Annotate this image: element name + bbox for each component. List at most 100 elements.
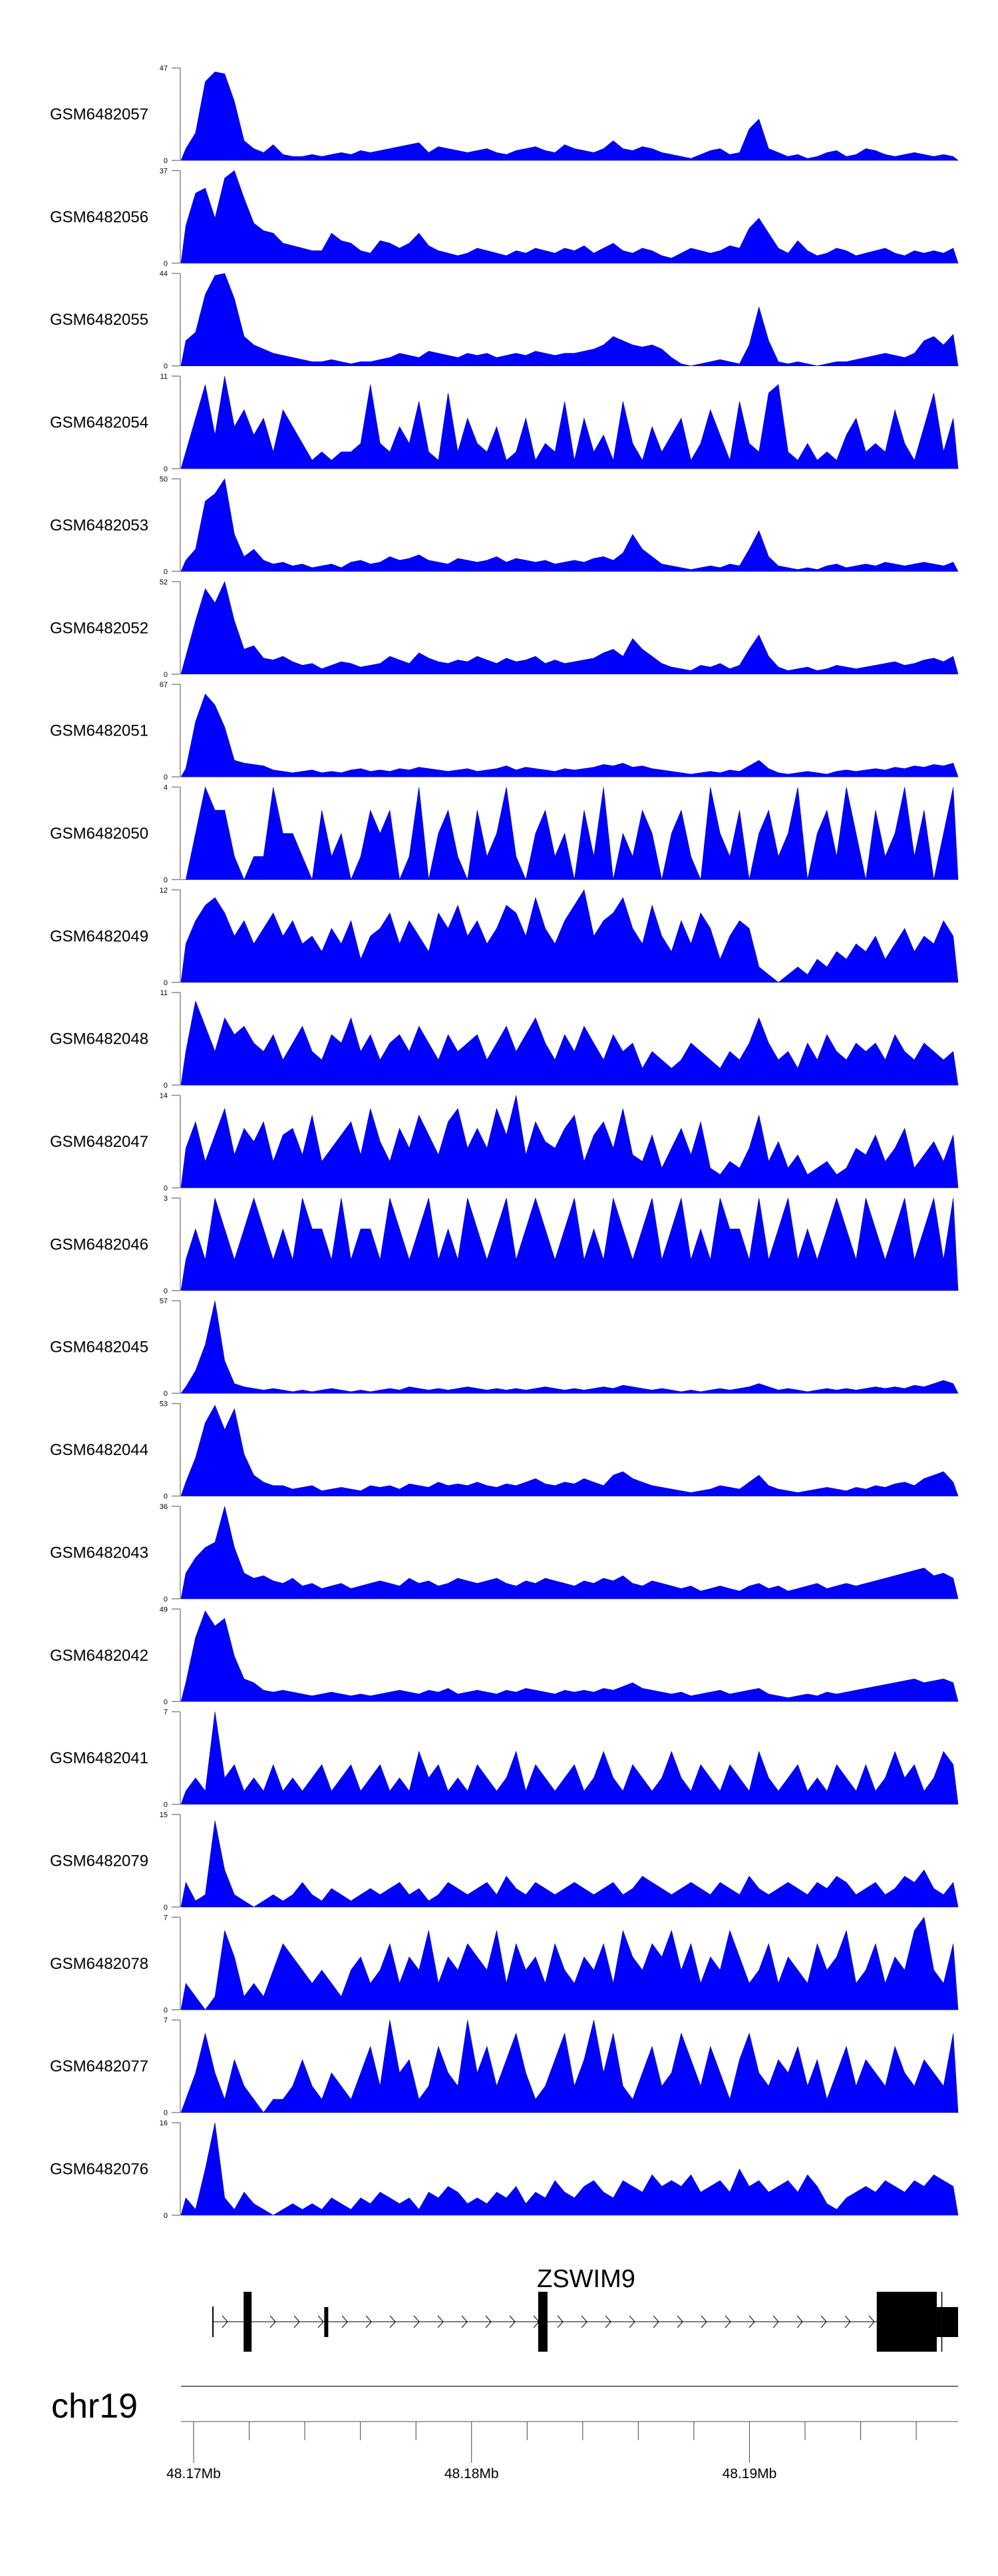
strand-arrow-icon	[317, 2315, 324, 2328]
y-tick-label-zero: 0	[164, 1082, 168, 1090]
track-label: GSM6482048	[50, 1030, 148, 1048]
track-gsm6482048: GSM6482048 11 0	[50, 989, 959, 1090]
track-label: GSM6482076	[50, 2161, 148, 2179]
coverage-area	[180, 889, 959, 983]
coverage-area	[180, 1404, 959, 1496]
track-gsm6482054: GSM6482054 11 0	[50, 373, 959, 473]
track-gsm6482079: GSM6482079 15 0	[50, 1811, 959, 1912]
strand-arrow-icon	[485, 2315, 492, 2328]
track-gsm6482043: GSM6482043 36 0	[50, 1503, 959, 1604]
track-label: GSM6482078	[50, 1955, 148, 1973]
y-tick-label-zero: 0	[164, 1493, 168, 1501]
strand-arrow-icon	[581, 2315, 587, 2328]
track-gsm6482051: GSM6482051 67 0	[50, 681, 959, 781]
y-tick-label-zero: 0	[164, 2109, 168, 2117]
strand-arrow-icon	[341, 2315, 348, 2328]
track-gsm6482041: GSM6482041 7 0	[50, 1709, 959, 1809]
track-label: GSM6482055	[50, 311, 148, 329]
track-gsm6482055: GSM6482055 44 0	[50, 270, 959, 371]
strand-arrow-icon	[222, 2315, 228, 2328]
y-tick-label-zero: 0	[164, 876, 168, 884]
coverage-area	[180, 1197, 959, 1291]
track-label: GSM6482041	[50, 1749, 148, 1767]
coverage-area	[180, 2122, 959, 2216]
chromosome-label: chr19	[51, 2387, 138, 2426]
coverage-area	[180, 1916, 959, 2010]
strand-arrow-icon	[269, 2315, 276, 2328]
y-tick-label-zero: 0	[164, 2212, 168, 2220]
y-tick-label-zero: 0	[164, 1596, 168, 1604]
y-tick-label-zero: 0	[164, 1185, 168, 1193]
track-gsm6482047: GSM6482047 14 0	[50, 1092, 959, 1193]
track-gsm6482046: GSM6482046 3 0	[50, 1195, 959, 1295]
y-tick-label-zero: 0	[164, 671, 168, 679]
gene-track: ZSWIM9	[212, 2265, 958, 2352]
y-tick-label-max: 3	[164, 1195, 168, 1203]
track-gsm6482050: GSM6482050 4 0	[50, 783, 959, 884]
track-label: GSM6482051	[50, 722, 148, 740]
track-label: GSM6482045	[50, 1339, 148, 1357]
y-tick-label-max: 12	[160, 887, 168, 895]
exon-2	[324, 2307, 329, 2337]
exon-4	[876, 2292, 937, 2352]
coverage-area	[180, 1711, 959, 1805]
y-tick-label-max: 50	[160, 475, 168, 483]
track-label: GSM6482043	[50, 1544, 148, 1562]
strand-arrow-icon	[413, 2315, 420, 2328]
y-tick-label-max: 11	[160, 373, 168, 381]
strand-arrow-icon	[725, 2315, 731, 2328]
track-gsm6482077: GSM6482077 7 0	[50, 2017, 959, 2117]
strand-arrow-icon	[389, 2315, 396, 2328]
strand-arrow-icon	[557, 2315, 564, 2328]
strand-arrow-icon	[293, 2315, 300, 2328]
strand-arrow-icon	[868, 2315, 875, 2328]
gene-label: ZSWIM9	[537, 2265, 635, 2293]
strand-arrow-icon	[605, 2315, 611, 2328]
track-gsm6482078: GSM6482078 7 0	[50, 1914, 959, 2014]
track-gsm6482049: GSM6482049 12 0	[50, 887, 959, 987]
strand-arrow-icon	[748, 2315, 755, 2328]
y-tick-label-max: 44	[160, 270, 168, 278]
coverage-area	[180, 694, 959, 777]
track-gsm6482045: GSM6482045 57 0	[50, 1297, 959, 1398]
strand-arrow-icon	[653, 2315, 659, 2328]
track-label: GSM6482057	[50, 106, 148, 124]
coverage-area	[180, 1000, 959, 1086]
coverage-area	[180, 375, 959, 469]
y-tick-label-max: 67	[160, 681, 168, 689]
strand-arrow-icon	[772, 2315, 779, 2328]
y-tick-label-max: 53	[160, 1400, 168, 1408]
x-tick-label: 48.18Mb	[444, 2466, 499, 2481]
coverage-tracks: GSM6482057470GSM6482056370GSM6482055440G…	[50, 65, 959, 2220]
track-gsm6482076: GSM6482076 16 0	[50, 2119, 959, 2220]
coverage-area	[180, 170, 959, 264]
track-label: GSM6482049	[50, 927, 148, 945]
strand-arrow-icon	[701, 2315, 707, 2328]
track-label: GSM6482054	[50, 414, 148, 432]
track-label: GSM6482046	[50, 1235, 148, 1253]
y-tick-label-zero: 0	[164, 2006, 168, 2014]
track-label: GSM6482056	[50, 208, 148, 226]
track-label: GSM6482077	[50, 2057, 148, 2075]
coverage-area	[180, 1821, 959, 1908]
y-tick-label-zero: 0	[164, 157, 168, 165]
strand-arrow-icon	[844, 2315, 851, 2328]
track-label: GSM6482050	[50, 825, 148, 843]
y-tick-label-max: 7	[164, 1914, 168, 1922]
coverage-area	[180, 786, 959, 881]
y-tick-label-max: 7	[164, 2017, 168, 2025]
y-tick-label-max: 36	[160, 1503, 168, 1511]
y-tick-label-zero: 0	[164, 363, 168, 371]
track-label: GSM6482047	[50, 1133, 148, 1151]
y-tick-label-zero: 0	[164, 773, 168, 781]
y-tick-label-zero: 0	[164, 1904, 168, 1912]
track-label: GSM6482053	[50, 517, 148, 535]
track-gsm6482057: GSM6482057 47 0	[50, 65, 959, 165]
strand-arrow-icon	[437, 2315, 444, 2328]
track-label: GSM6482044	[50, 1441, 148, 1459]
strand-arrow-icon	[677, 2315, 683, 2328]
y-tick-label-zero: 0	[164, 1698, 168, 1706]
y-tick-label-zero: 0	[164, 1390, 168, 1398]
y-tick-label-max: 37	[160, 167, 168, 175]
